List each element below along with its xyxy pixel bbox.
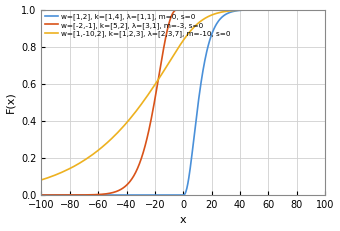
- w=[-2,-1], k=[5,2], λ=[3,1], m=-3, s=0: [39, 194, 44, 196]
- w=[1,-10,2], k=[1,2,3], λ=[2,3,7], m=-10, s=0: [89, 154, 94, 157]
- w=[-2,-1], k=[5,2], λ=[3,1], m=-3, s=0: [254, 8, 258, 11]
- Y-axis label: F(x): F(x): [5, 91, 16, 113]
- w=[1,2], k=[1,4], λ=[1,1], m=0, s=0: [112, 194, 116, 196]
- w=[1,2], k=[1,4], λ=[1,1], m=0, s=0: [168, 194, 172, 196]
- Line: w=[1,-10,2], k=[1,2,3], λ=[2,3,7], m=-10, s=0: w=[1,-10,2], k=[1,2,3], λ=[2,3,7], m=-10…: [41, 9, 325, 180]
- w=[1,2], k=[1,4], λ=[1,1], m=0, s=0: [39, 194, 44, 196]
- Line: w=[-2,-1], k=[5,2], λ=[3,1], m=-3, s=0: w=[-2,-1], k=[5,2], λ=[3,1], m=-3, s=0: [41, 9, 325, 195]
- w=[1,2], k=[1,4], λ=[1,1], m=0, s=0: [89, 194, 94, 196]
- w=[-2,-1], k=[5,2], λ=[3,1], m=-3, s=0: [168, 19, 172, 22]
- w=[-2,-1], k=[5,2], λ=[3,1], m=-3, s=0: [230, 8, 234, 11]
- w=[-2,-1], k=[5,2], λ=[3,1], m=-3, s=0: [112, 191, 116, 194]
- w=[1,-10,2], k=[1,2,3], λ=[2,3,7], m=-10, s=0: [323, 8, 327, 11]
- w=[1,-10,2], k=[1,2,3], λ=[2,3,7], m=-10, s=0: [316, 8, 320, 11]
- w=[-2,-1], k=[5,2], λ=[3,1], m=-3, s=0: [207, 8, 211, 11]
- w=[-2,-1], k=[5,2], λ=[3,1], m=-3, s=0: [177, 8, 181, 11]
- w=[1,-10,2], k=[1,2,3], λ=[2,3,7], m=-10, s=0: [253, 8, 257, 11]
- w=[1,2], k=[1,4], λ=[1,1], m=0, s=0: [308, 8, 312, 11]
- w=[1,2], k=[1,4], λ=[1,1], m=0, s=0: [253, 8, 257, 11]
- Line: w=[1,2], k=[1,4], λ=[1,1], m=0, s=0: w=[1,2], k=[1,4], λ=[1,1], m=0, s=0: [41, 9, 325, 195]
- w=[-2,-1], k=[5,2], λ=[3,1], m=-3, s=0: [323, 8, 327, 11]
- w=[1,2], k=[1,4], λ=[1,1], m=0, s=0: [207, 43, 211, 45]
- w=[1,-10,2], k=[1,2,3], λ=[2,3,7], m=-10, s=0: [39, 179, 44, 181]
- w=[-2,-1], k=[5,2], λ=[3,1], m=-3, s=0: [89, 193, 94, 196]
- w=[1,-10,2], k=[1,2,3], λ=[2,3,7], m=-10, s=0: [112, 134, 116, 137]
- w=[1,-10,2], k=[1,2,3], λ=[2,3,7], m=-10, s=0: [207, 15, 211, 18]
- X-axis label: x: x: [180, 216, 187, 225]
- Legend: w=[1,2], k=[1,4], λ=[1,1], m=0, s=0, w=[-2,-1], k=[5,2], λ=[3,1], m=-3, s=0, w=[: w=[1,2], k=[1,4], λ=[1,1], m=0, s=0, w=[…: [44, 12, 232, 39]
- w=[1,2], k=[1,4], λ=[1,1], m=0, s=0: [323, 8, 327, 11]
- w=[1,2], k=[1,4], λ=[1,1], m=0, s=0: [229, 11, 233, 13]
- w=[1,-10,2], k=[1,2,3], λ=[2,3,7], m=-10, s=0: [168, 60, 172, 63]
- w=[1,-10,2], k=[1,2,3], λ=[2,3,7], m=-10, s=0: [229, 9, 233, 12]
